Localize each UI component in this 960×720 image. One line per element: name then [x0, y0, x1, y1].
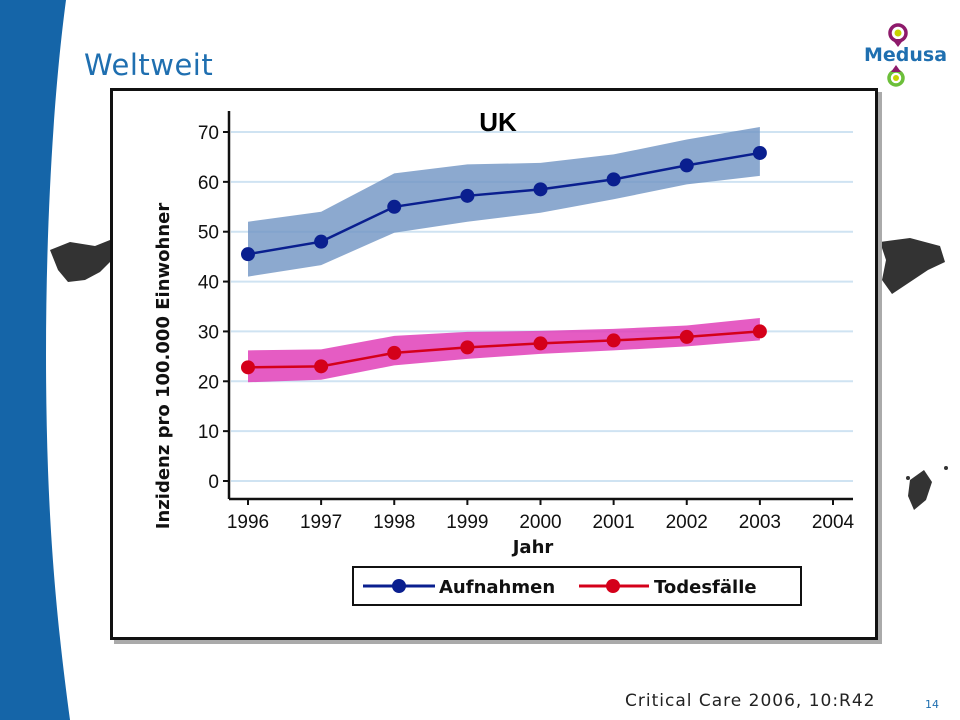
confidence-bands: [248, 127, 760, 383]
series-line-todesfaelle: [247, 330, 760, 369]
confidence-band-aufnahmen: [248, 127, 760, 277]
sidebar-decoration: [0, 0, 70, 720]
tick-label-y: 60: [198, 173, 219, 194]
incidence-line-chart: 0 10 20 30 40 50 60 70 1996 1997 1998 1999 2000 2001 2…: [153, 107, 855, 606]
data-point-todesfaelle: [460, 340, 475, 355]
medusa-logo: [887, 23, 908, 87]
world-map-background: [50, 238, 948, 510]
tick-label-x: 1999: [446, 512, 488, 533]
data-point-aufnahmen: [533, 182, 548, 197]
tick-label-x: 1996: [227, 512, 269, 533]
tick-label-x: 2003: [739, 512, 781, 533]
series-line-aufnahmen: [247, 151, 761, 256]
y-axis-label: Inzidenz pro 100.000 Einwohner: [153, 203, 174, 530]
series-lines: [247, 151, 761, 369]
legend-label-todesfaelle: Todesfälle: [654, 577, 757, 598]
tick-label-y: 50: [198, 223, 219, 244]
citation: Critical Care 2006, 10:R42: [625, 691, 876, 711]
data-point-todesfaelle: [679, 329, 694, 344]
tick-labels: 0 10 20 30 40 50 60 70 1996 1997 1998 1999 2000 2001 2…: [198, 123, 855, 533]
data-point-todesfaelle: [241, 360, 255, 375]
legend-marker-aufnahmen: [392, 579, 406, 593]
confidence-band-todesfaelle: [248, 317, 760, 383]
data-point-aufnahmen: [752, 145, 767, 160]
data-point-aufnahmen: [241, 247, 255, 262]
tick-label-y: 10: [198, 422, 219, 443]
chart-title: UK: [479, 107, 517, 137]
tick-label-x: 2004: [812, 512, 855, 533]
data-point-todesfaelle: [387, 345, 402, 360]
chart-frame: 0 10 20 30 40 50 60 70 1996 1997 1998 1999 2000 2001 2…: [110, 88, 878, 640]
tick-label-x: 1997: [300, 512, 342, 533]
tick-label-y: 70: [198, 123, 219, 144]
series-points: [241, 145, 767, 375]
data-point-aufnahmen: [460, 188, 475, 203]
data-point-todesfaelle: [533, 336, 548, 351]
data-point-todesfaelle: [314, 359, 329, 374]
data-point-todesfaelle: [606, 333, 621, 348]
tick-label-x: 2000: [519, 512, 561, 533]
data-point-aufnahmen: [679, 158, 694, 173]
legend-label-aufnahmen: Aufnahmen: [439, 577, 555, 598]
axes: [223, 111, 853, 505]
legend: Aufnahmen Todesfälle: [352, 566, 802, 606]
data-point-aufnahmen: [387, 199, 402, 214]
tick-label-y: 40: [198, 273, 219, 294]
data-point-aufnahmen: [314, 234, 329, 249]
tick-label-y: 20: [198, 372, 219, 393]
slide-title: Weltweit: [84, 48, 214, 82]
page-number: 14: [925, 698, 939, 711]
data-point-aufnahmen: [606, 172, 621, 187]
tick-label-x: 2001: [592, 512, 634, 533]
legend-marker-todesfaelle: [606, 579, 620, 593]
logo-text: Medusa: [864, 44, 948, 66]
tick-label-x: 1998: [373, 512, 415, 533]
tick-label-y: 0: [208, 472, 219, 493]
tick-label-y: 30: [198, 322, 219, 343]
data-point-todesfaelle: [752, 324, 767, 339]
x-axis-label: Jahr: [511, 537, 554, 558]
tick-label-x: 2002: [666, 512, 708, 533]
